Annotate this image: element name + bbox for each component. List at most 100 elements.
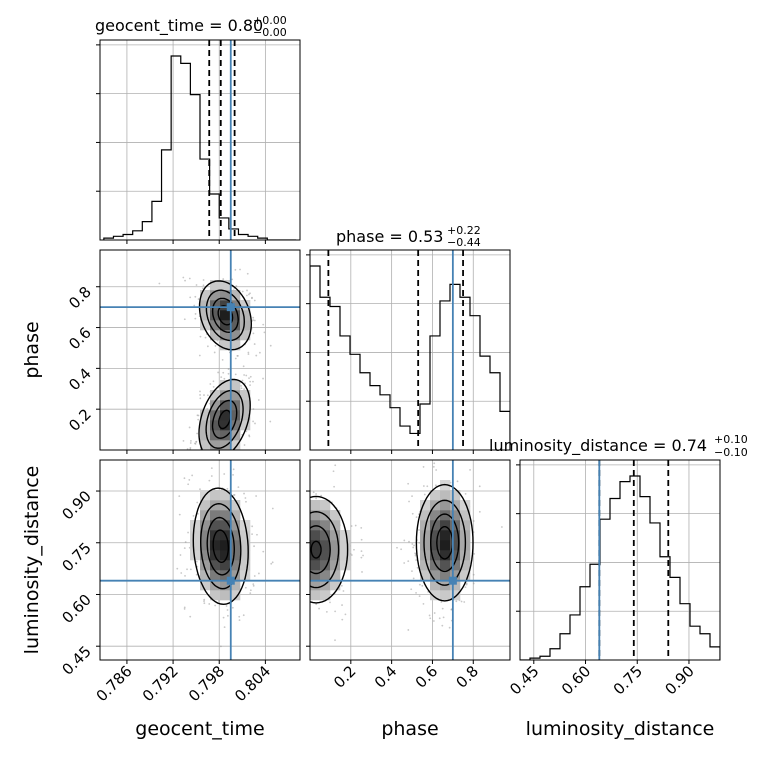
scatter-point: [234, 494, 236, 496]
scatter-point: [249, 592, 251, 594]
scatter-point: [195, 441, 197, 443]
scatter-point: [220, 646, 222, 648]
scatter-point: [208, 603, 210, 605]
scatter-point: [407, 483, 409, 485]
scatter-point: [187, 532, 189, 534]
density-cell: [220, 590, 230, 600]
scatter-point: [329, 601, 331, 603]
scatter-point: [435, 484, 437, 486]
scatter-point: [223, 378, 225, 380]
panel-luminosity_distance-vs-hist: [516, 460, 720, 664]
density-cell: [240, 320, 250, 330]
density-cell: [340, 540, 350, 550]
scatter-point: [403, 562, 405, 564]
scatter-point: [213, 386, 215, 388]
scatter-point: [184, 477, 186, 479]
scatter-point: [244, 497, 246, 499]
scatter-point: [256, 534, 258, 536]
scatter-point: [196, 502, 198, 504]
scatter-point: [245, 587, 247, 589]
scatter-point: [227, 615, 229, 617]
scatter-point: [254, 423, 256, 425]
scatter-point: [245, 501, 247, 503]
title-geocent-time-sub: −0.00: [253, 26, 287, 39]
scatter-point: [183, 440, 185, 442]
scatter-point: [253, 332, 255, 334]
scatter-point: [262, 378, 264, 380]
scatter-point: [233, 468, 235, 470]
scatter-point: [196, 574, 198, 576]
scatter-point: [439, 617, 441, 619]
scatter-point: [412, 547, 414, 549]
scatter-point: [215, 345, 217, 347]
scatter-point: [457, 480, 459, 482]
density-cell: [190, 540, 200, 550]
panel-phase-vs-hist: [306, 250, 510, 454]
scatter-point: [197, 419, 199, 421]
ylabel-phase: phase: [21, 321, 43, 378]
scatter-point: [424, 494, 426, 496]
scatter-point: [209, 383, 211, 385]
scatter-point: [243, 493, 245, 495]
density-cell: [460, 520, 470, 530]
scatter-point: [351, 525, 353, 527]
scatter-point: [408, 541, 410, 543]
scatter-point: [473, 574, 475, 576]
scatter-point: [179, 514, 181, 516]
scatter-point: [418, 529, 420, 531]
scatter-point: [158, 283, 160, 285]
density-cell: [440, 560, 450, 570]
truth-marker: [449, 577, 457, 585]
scatter-point: [473, 553, 475, 555]
scatter-point: [351, 554, 353, 556]
scatter-point: [403, 540, 405, 542]
scatter-point: [415, 592, 417, 594]
scatter-point: [245, 375, 247, 377]
scatter-point: [270, 345, 272, 347]
density-cell: [310, 560, 320, 570]
scatter-point: [251, 297, 253, 299]
scatter-point: [479, 511, 481, 513]
scatter-point: [193, 305, 195, 307]
scatter-point: [315, 498, 317, 500]
scatter-point: [235, 285, 237, 287]
scatter-point: [222, 372, 224, 374]
scatter-point: [199, 391, 201, 393]
title-geocent-time: geocent_time = 0.80: [95, 16, 263, 36]
scatter-point: [269, 421, 271, 423]
scatter-point: [198, 298, 200, 300]
scatter-point: [455, 600, 457, 602]
scatter-point: [264, 331, 266, 333]
scatter-point: [223, 473, 225, 475]
scatter-point: [501, 526, 503, 528]
scatter-point: [198, 415, 200, 417]
scatter-point: [466, 584, 468, 586]
scatter-point: [222, 278, 224, 280]
density-cell: [440, 530, 450, 540]
scatter-point: [205, 337, 207, 339]
panel-geocent_time-vs-luminosity_distance: [96, 460, 300, 686]
scatter-point: [246, 290, 248, 292]
scatter-point: [441, 625, 443, 627]
title-phase-sub: −0.44: [447, 236, 481, 249]
scatter-point: [449, 627, 451, 629]
scatter-point: [411, 495, 413, 497]
scatter-point: [334, 464, 336, 466]
scatter-point: [189, 427, 191, 429]
scatter-point: [227, 609, 229, 611]
scatter-point: [194, 443, 196, 445]
scatter-point: [247, 273, 249, 275]
scatter-point: [423, 485, 425, 487]
scatter-point: [417, 567, 419, 569]
density-cell: [310, 500, 320, 510]
scatter-point: [252, 319, 254, 321]
scatter-point: [189, 447, 191, 449]
density-cell: [240, 530, 250, 540]
density-cell: [210, 520, 220, 530]
scatter-point: [313, 491, 315, 493]
scatter-point: [243, 365, 245, 367]
scatter-point: [184, 547, 186, 549]
scatter-point: [360, 527, 362, 529]
scatter-point: [243, 388, 245, 390]
scatter-point: [211, 467, 213, 469]
